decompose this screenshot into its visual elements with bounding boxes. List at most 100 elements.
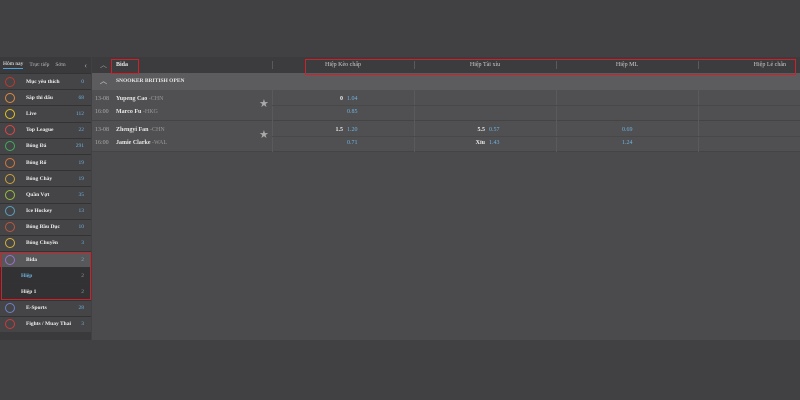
handicap-away-odds[interactable]: 0.85 <box>347 109 358 115</box>
sidebar-item-label: Top League <box>26 127 54 134</box>
match-row: 13-08 16:00 Zhengyi Fan -CHN Jamie Clarke -… <box>92 121 800 152</box>
sidebar-item-label: Bida <box>26 256 38 263</box>
odds-header: ︿ Bida Hiệp Kèo chấp Hiệp Tài xỉu Hiệp M… <box>92 57 800 73</box>
sidebar-item[interactable]: Hiệp 1 2 <box>0 283 91 300</box>
sidebar-item[interactable]: Mục yêu thích 0 <box>0 73 91 90</box>
sidebar-item-label: Bóng Chuyền <box>26 240 58 247</box>
sidebar-item-label: Bóng Bầu Dục <box>26 224 60 231</box>
hockey-icon <box>5 206 15 217</box>
sidebar-item-label: Ice Hockey <box>26 208 53 215</box>
sport-title: Bida <box>116 62 129 68</box>
sidebar-item-label: Live <box>26 110 37 117</box>
sidebar-item-count: 28 <box>78 305 85 312</box>
sidebar-item[interactable]: Ice Hockey 13 <box>0 202 91 219</box>
sidebar-item-label: Bóng Chày <box>26 175 53 182</box>
sidebar-item[interactable]: Sắp thi đấu 68 <box>0 89 91 106</box>
sidebar-item-label: Hiệp <box>21 272 33 279</box>
tab-today[interactable]: Hôm nay <box>3 61 24 69</box>
sidebar-item-count: 112 <box>75 110 84 117</box>
sidebar-item-count: 2 <box>81 272 84 279</box>
basketball-icon <box>5 157 15 168</box>
sidebar-item-count: 0 <box>81 78 84 85</box>
sidebar-item-count: 2 <box>81 289 84 296</box>
sidebar-item-count: 3 <box>81 321 84 328</box>
billiards-icon <box>5 254 15 265</box>
over-under-line: 5.5 <box>477 127 486 133</box>
sidebar-item[interactable]: Bóng Chày 19 <box>0 170 91 187</box>
tab-early[interactable]: Sớm <box>55 62 66 68</box>
column-odd-even: Hiệp Lẻ chẵn <box>753 62 786 68</box>
moneyline-home-odds[interactable]: 0.69 <box>622 127 633 133</box>
clock-icon <box>5 92 15 103</box>
collapse-chevron-icon[interactable]: ‹ <box>84 60 87 70</box>
handicap-away-odds[interactable]: 0.71 <box>347 140 358 146</box>
sidebar-item-label: Bóng Đá <box>26 143 47 150</box>
sidebar-item[interactable]: Bóng Chuyền 3 <box>0 234 91 252</box>
tv-icon <box>5 108 15 119</box>
volleyball-icon <box>5 238 15 249</box>
handicap-line: 0 <box>340 96 343 102</box>
sidebar-item-count: 68 <box>78 94 85 101</box>
column-over-under: Hiệp Tài xỉu <box>469 62 501 68</box>
sidebar-item-label: Fights / Muay Thai <box>26 321 71 328</box>
sidebar-item[interactable]: Top League 22 <box>0 121 91 138</box>
sidebar-item-count: 291 <box>75 143 84 150</box>
sidebar-item-count: 2 <box>81 256 84 263</box>
baseball-icon <box>5 173 15 184</box>
away-team: Jamie Clarke -WAL <box>116 140 167 146</box>
column-handicap: Hiệp Kèo chấp <box>325 62 361 68</box>
collapse-icon[interactable]: ︿ <box>100 61 107 69</box>
sidebar-item[interactable]: Quần Vợt 35 <box>0 186 91 203</box>
handicap-line: 1.5 <box>335 127 344 133</box>
soccer-icon <box>5 141 15 152</box>
league-title: SNOOKER BRITISH OPEN <box>116 78 185 84</box>
sidebar-item-count: 22 <box>78 127 85 134</box>
sidebar-item[interactable]: Bóng Rổ 19 <box>0 153 91 171</box>
collapse-icon[interactable]: ︿ <box>100 77 107 85</box>
match-row: 13-08 16:00 Yupeng Cao -CHN Marco Fu -HKG ★ 0… <box>92 90 800 121</box>
highlight-box-sidebar <box>1 252 91 300</box>
away-team: Marco Fu -HKG <box>116 109 158 115</box>
home-team: Yupeng Cao -CHN <box>116 96 164 102</box>
handicap-home-odds[interactable]: 1.20 <box>347 127 358 133</box>
match-date: 13-08 <box>95 96 109 102</box>
highlight-box-columns <box>305 59 796 75</box>
under-odds[interactable]: 1.43 <box>489 140 500 146</box>
sidebar-item-label: Hiệp 1 <box>21 289 37 296</box>
star-icon <box>5 76 15 87</box>
favorite-star-icon[interactable]: ★ <box>259 98 269 110</box>
match-time: 16:00 <box>95 109 109 115</box>
sidebar-item-count: 19 <box>78 175 85 182</box>
sidebar-item[interactable]: Hiệp 2 <box>0 267 91 284</box>
sidebar-item-label: Mục yêu thích <box>26 78 60 85</box>
rugby-icon <box>5 222 15 233</box>
sidebar-item-label: Sắp thi đấu <box>26 94 53 101</box>
sidebar-item[interactable]: Bóng Bầu Dục 10 <box>0 218 91 235</box>
boxing-icon <box>5 319 15 330</box>
gamepad-icon <box>5 303 15 314</box>
moneyline-away-odds[interactable]: 1.24 <box>622 140 633 146</box>
sidebar-item-count: 13 <box>78 208 85 215</box>
sidebar-item[interactable]: Fights / Muay Thai 3 <box>0 315 91 332</box>
sidebar-item-count: 19 <box>78 159 85 166</box>
highlight-box-sport <box>111 59 139 74</box>
sidebar-item-count: 35 <box>78 191 85 198</box>
favorite-star-icon[interactable]: ★ <box>259 129 269 141</box>
sidebar-item-label: Quần Vợt <box>26 191 50 198</box>
sidebar: Hôm nay Trực tiếp Sớm ‹ Mục yêu thích 0 Sắ… <box>0 57 91 340</box>
league-row[interactable]: ︿ SNOOKER BRITISH OPEN <box>92 73 800 90</box>
sidebar-item[interactable]: Bida 2 <box>0 251 91 268</box>
tennis-icon <box>5 189 15 200</box>
over-odds[interactable]: 0.57 <box>489 127 500 133</box>
column-moneyline: Hiệp ML <box>615 62 639 68</box>
sidebar-item[interactable]: Live 112 <box>0 105 91 122</box>
tab-live[interactable]: Trực tiếp <box>29 62 50 68</box>
sidebar-item-count: 10 <box>78 224 85 231</box>
match-time: 16:00 <box>95 140 109 146</box>
match-date: 13-08 <box>95 127 109 133</box>
handicap-home-odds[interactable]: 1.04 <box>347 96 358 102</box>
odds-panel: ︿ Bida Hiệp Kèo chấp Hiệp Tài xỉu Hiệp M… <box>92 57 800 340</box>
sidebar-item[interactable]: Bóng Đá 291 <box>0 137 91 154</box>
sidebar-item[interactable]: E-Sports 28 <box>0 299 91 316</box>
sidebar-item-count: 3 <box>81 240 84 247</box>
